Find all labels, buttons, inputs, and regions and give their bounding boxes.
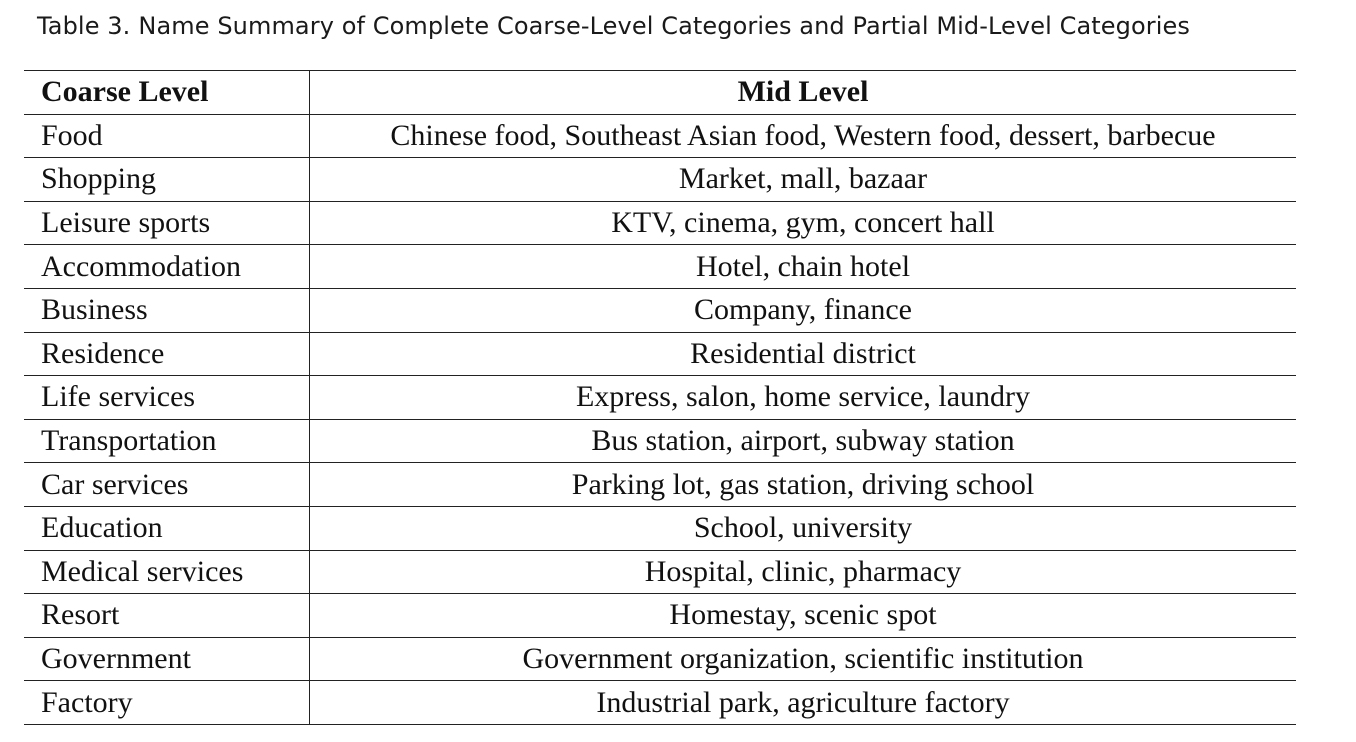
coarse-cell: Resort [24, 593, 310, 638]
header-coarse-level: Coarse Level [24, 70, 310, 115]
mid-cell: KTV, cinema, gym, concert hall [309, 201, 1296, 246]
table-row: Leisure sports KTV, cinema, gym, concert … [24, 201, 1296, 246]
table-row: Residence Residential district [24, 332, 1296, 377]
header-row: Coarse Level Mid Level [24, 70, 1296, 115]
coarse-cell: Food [24, 114, 310, 159]
coarse-cell: Life services [24, 375, 310, 420]
table-row: Business Company, finance [24, 288, 1296, 333]
mid-cell: Government organization, scientific inst… [309, 637, 1296, 682]
coarse-cell: Medical services [24, 550, 310, 595]
mid-cell: Hospital, clinic, pharmacy [309, 550, 1296, 595]
coarse-cell: Business [24, 288, 310, 333]
mid-cell: Industrial park, agriculture factory [309, 680, 1296, 725]
mid-cell: Hotel, chain hotel [309, 244, 1296, 289]
table-header: Coarse Level Mid Level [24, 70, 1296, 115]
table-number: Table 3. [37, 12, 131, 40]
header-mid-level: Mid Level [309, 70, 1296, 115]
table-row: Car services Parking lot, gas station, dr… [24, 462, 1296, 507]
table-row: Factory Industrial park, agriculture fact… [24, 680, 1296, 725]
table-row: Education School, university [24, 506, 1296, 551]
coarse-cell: Accommodation [24, 244, 310, 289]
table-row: Shopping Market, mall, bazaar [24, 157, 1296, 202]
coarse-cell: Factory [24, 680, 310, 725]
coarse-cell: Leisure sports [24, 201, 310, 246]
coarse-cell: Transportation [24, 419, 310, 464]
coarse-cell: Residence [24, 332, 310, 377]
mid-cell: Residential district [309, 332, 1296, 377]
table-title: Name Summary of Complete Coarse-Level Ca… [138, 12, 1190, 40]
table-row: Life services Express, salon, home servic… [24, 375, 1296, 420]
coarse-cell: Government [24, 637, 310, 682]
mid-cell: Company, finance [309, 288, 1296, 333]
mid-cell: Market, mall, bazaar [309, 157, 1296, 202]
table-caption: Table 3. Name Summary of Complete Coarse-… [37, 10, 1190, 42]
coarse-cell: Shopping [24, 157, 310, 202]
mid-cell: Homestay, scenic spot [309, 593, 1296, 638]
mid-cell: School, university [309, 506, 1296, 551]
mid-cell: Bus station, airport, subway station [309, 419, 1296, 464]
mid-cell: Express, salon, home service, laundry [309, 375, 1296, 420]
table-row: Accommodation Hotel, chain hotel [24, 244, 1296, 289]
category-table: Coarse Level Mid Level Food Chinese food,… [24, 70, 1296, 725]
mid-cell: Chinese food, Southeast Asian food, West… [309, 114, 1296, 159]
table-row: Resort Homestay, scenic spot [24, 593, 1296, 638]
coarse-cell: Education [24, 506, 310, 551]
mid-cell: Parking lot, gas station, driving school [309, 462, 1296, 507]
table-body: Food Chinese food, Southeast Asian food, … [24, 114, 1296, 725]
coarse-cell: Car services [24, 462, 310, 507]
table-row: Medical services Hospital, clinic, pharma… [24, 550, 1296, 595]
table-row: Food Chinese food, Southeast Asian food, … [24, 114, 1296, 159]
table-row: Government Government organization, scien… [24, 637, 1296, 682]
table-row: Transportation Bus station, airport, subw… [24, 419, 1296, 464]
